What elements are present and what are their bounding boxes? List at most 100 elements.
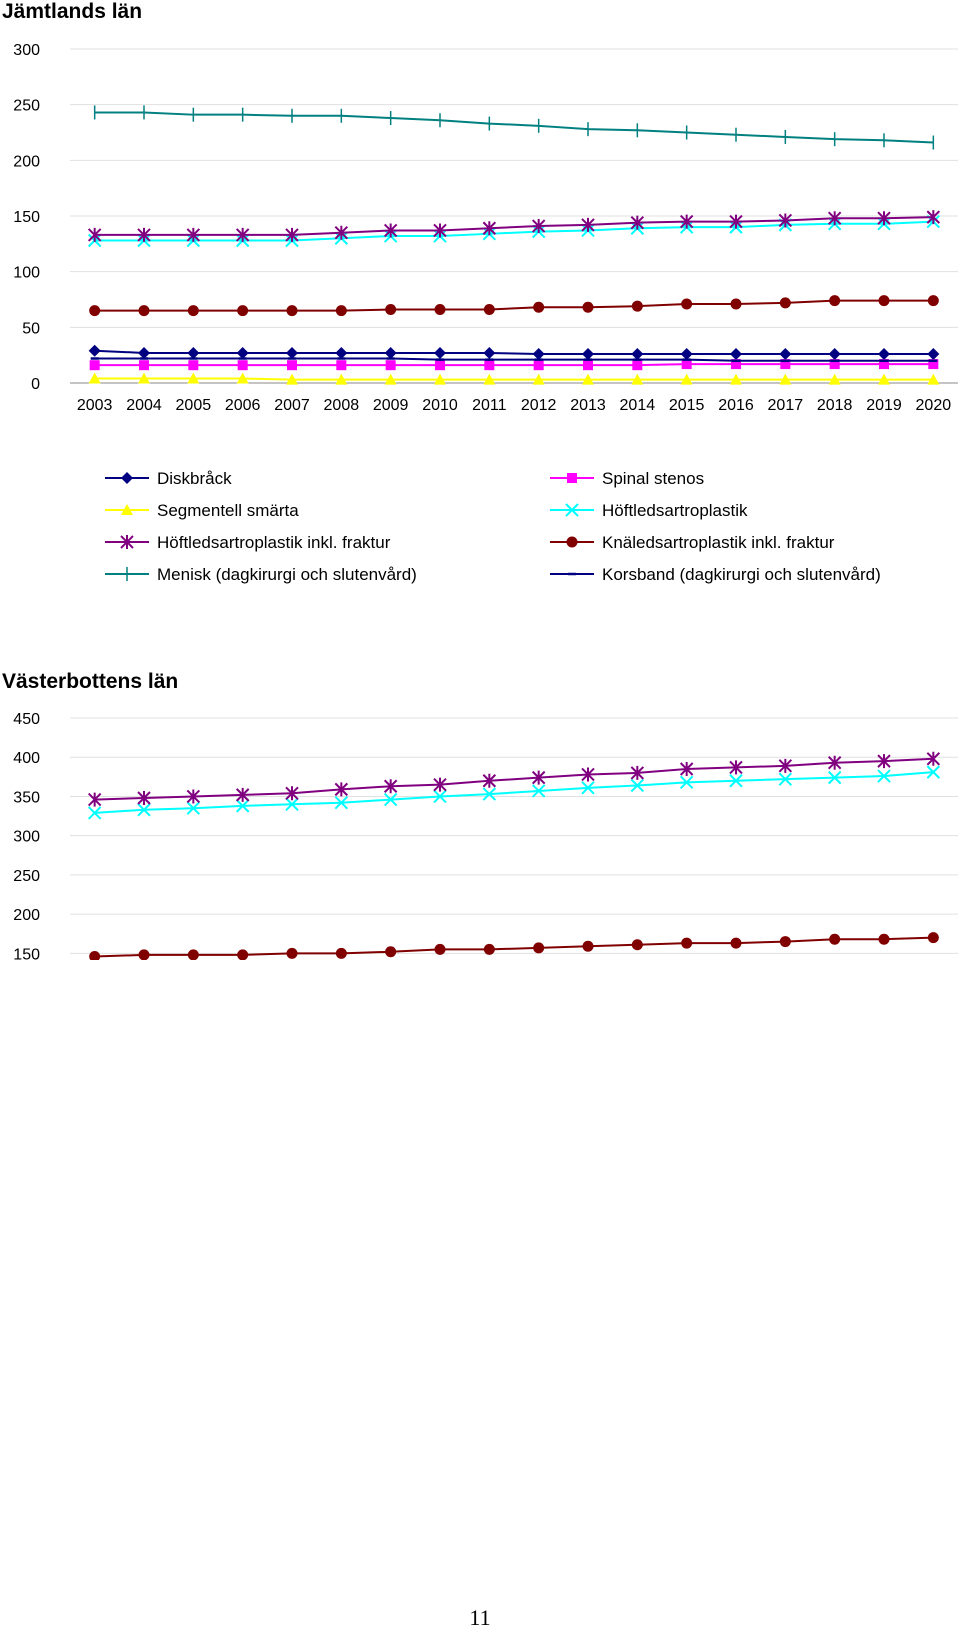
y-tick-label: 150 [13, 946, 40, 960]
data-point [927, 348, 940, 361]
data-point [433, 777, 447, 792]
data-point [385, 946, 397, 958]
data-point [286, 346, 298, 359]
data-point [482, 787, 497, 801]
data-point [385, 360, 396, 371]
data-point [186, 227, 201, 242]
y-tick-label: 100 [13, 265, 40, 282]
data-point [877, 754, 891, 769]
data-point [681, 359, 692, 370]
data-point [532, 348, 545, 361]
data-point [87, 792, 102, 807]
y-tick-label: 300 [13, 829, 40, 846]
legend-item-spinal-stenos: Spinal stenos [550, 469, 704, 488]
data-point [187, 305, 199, 317]
x-tick-label: 2014 [620, 397, 656, 414]
data-point [434, 346, 446, 359]
data-point [828, 348, 841, 361]
data-point [483, 373, 496, 385]
data-point [384, 373, 397, 385]
data-point [631, 348, 644, 361]
series-line [94, 357, 934, 362]
data-point [926, 765, 941, 779]
data-point [531, 770, 546, 785]
y-tick-label: 50 [22, 320, 40, 337]
y-tick-label: 250 [13, 868, 40, 885]
data-point [88, 372, 101, 384]
data-point [138, 305, 150, 317]
legend-marker [565, 503, 579, 517]
data-point [583, 360, 593, 371]
data-point [286, 947, 298, 959]
legend-marker [567, 473, 577, 483]
series-spinal-stenos [89, 359, 939, 371]
data-point [383, 779, 398, 794]
y-tick-label: 0 [31, 376, 40, 393]
x-tick-label: 2008 [324, 397, 360, 414]
legend-label: Korsband (dagkirurgi och slutenvård) [602, 565, 881, 584]
legend-item-segmentell-sm-rta: Segmentell smärta [105, 501, 299, 520]
legend-label: Menisk (dagkirurgi och slutenvård) [157, 565, 417, 584]
data-point [780, 359, 791, 370]
data-point [187, 346, 200, 359]
x-tick-label: 2013 [570, 397, 606, 414]
data-point [137, 227, 151, 242]
data-point [383, 223, 398, 238]
legend-item-h-ftledsartroplastik: Höftledsartroplastik [550, 501, 748, 520]
series-segmentell-sm-rta [88, 372, 940, 385]
data-point [433, 223, 447, 238]
data-point [827, 755, 842, 770]
series-line [94, 111, 934, 144]
data-point [829, 933, 841, 945]
data-point [483, 943, 495, 955]
data-point [89, 950, 101, 960]
data-point [434, 943, 446, 955]
y-tick-label: 400 [13, 750, 40, 767]
y-tick-label: 300 [13, 42, 40, 59]
data-point [581, 217, 595, 232]
series-h-ftledsartroplastik-inkl-fraktur [87, 751, 941, 807]
data-point [730, 373, 742, 385]
data-point [927, 295, 939, 307]
data-point [778, 772, 793, 786]
series-line [94, 216, 934, 236]
data-point [483, 346, 496, 359]
data-point [186, 801, 201, 815]
x-tick-label: 2016 [718, 397, 754, 414]
legend-label: Segmentell smärta [157, 501, 299, 520]
series-line [94, 363, 934, 367]
data-point [236, 346, 249, 359]
data-point [778, 213, 793, 228]
data-point [927, 373, 940, 385]
legend-label: Spinal stenos [602, 469, 704, 488]
data-point [335, 346, 348, 359]
data-point [89, 305, 101, 317]
y-tick-label: 250 [13, 98, 40, 115]
data-point [385, 304, 397, 316]
y-tick-label: 150 [13, 209, 40, 226]
data-point [334, 796, 349, 810]
data-point [87, 227, 102, 242]
series-line [94, 771, 934, 814]
x-tick-label: 2003 [77, 397, 113, 414]
series-korsband-dagkirurgi-och-slutenv-rd [90, 357, 938, 362]
x-tick-label: 2019 [866, 397, 902, 414]
data-point [679, 761, 694, 776]
legend-marker [121, 472, 133, 484]
data-point [731, 359, 741, 370]
data-point [285, 797, 299, 811]
data-point [335, 947, 347, 959]
data-point [778, 758, 793, 773]
data-point [138, 346, 150, 359]
data-point [186, 789, 201, 804]
data-point [433, 789, 447, 804]
chart-title-jamtland: Jämtlands län [2, 0, 143, 23]
data-point [779, 297, 791, 309]
data-point [236, 372, 249, 384]
data-point [581, 781, 595, 795]
data-point [582, 373, 594, 385]
data-point [237, 305, 249, 317]
data-point [383, 792, 398, 807]
x-tick-label: 2005 [176, 397, 212, 414]
y-tick-label: 200 [13, 907, 40, 924]
